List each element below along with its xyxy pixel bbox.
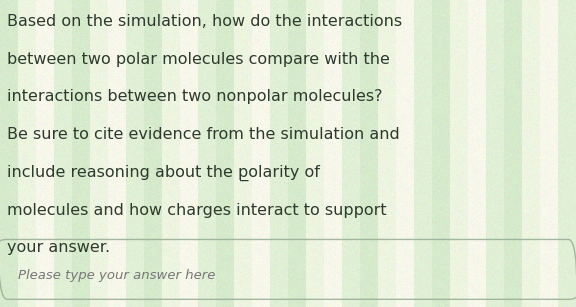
- Text: Based on the simulation, how do the interactions: Based on the simulation, how do the inte…: [7, 14, 402, 29]
- Text: Be sure to cite evidence from the simulation and: Be sure to cite evidence from the simula…: [7, 127, 400, 142]
- Text: molecules and how charges interact to support: molecules and how charges interact to su…: [7, 203, 386, 218]
- Text: include reasoning about the p̲olarity of: include reasoning about the p̲olarity of: [7, 165, 320, 181]
- Text: between two polar molecules compare with the: between two polar molecules compare with…: [7, 52, 390, 67]
- Text: your answer.: your answer.: [7, 240, 110, 255]
- Text: Please type your answer here: Please type your answer here: [18, 270, 216, 282]
- Text: interactions between two nonpolar molecules?: interactions between two nonpolar molecu…: [7, 89, 382, 104]
